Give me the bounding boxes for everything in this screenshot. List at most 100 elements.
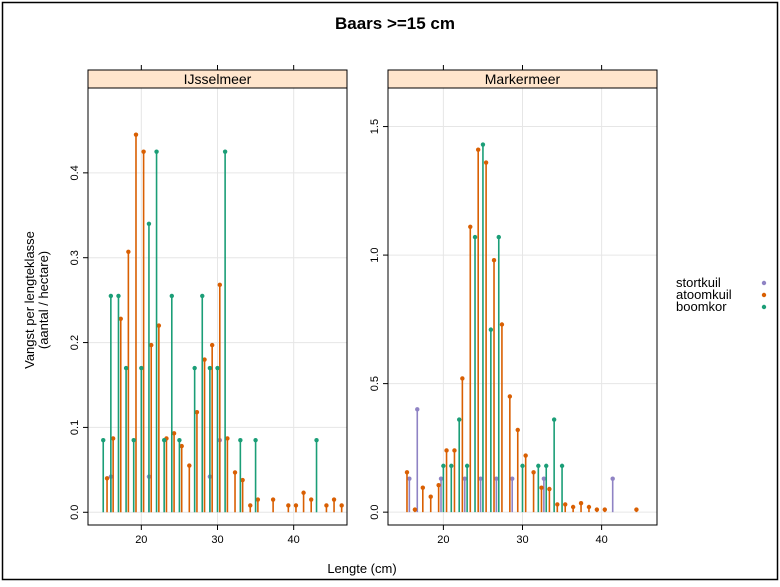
point-boomkor bbox=[480, 142, 486, 147]
point-stortkuil bbox=[462, 476, 467, 481]
series-stortkuil bbox=[407, 407, 615, 513]
point-atoomkuil bbox=[171, 431, 177, 436]
y-tick-label: 0.5 bbox=[369, 376, 381, 391]
point-atoomkuil bbox=[187, 463, 192, 468]
point-boomkor bbox=[139, 365, 144, 371]
point-boomkor bbox=[207, 365, 213, 371]
point-atoomkuil bbox=[293, 503, 299, 508]
point-atoomkuil bbox=[240, 477, 245, 483]
point-atoomkuil bbox=[126, 249, 131, 254]
legend-marker-boomkor bbox=[761, 304, 767, 310]
point-atoomkuil bbox=[570, 504, 576, 510]
series-boomkor bbox=[441, 142, 565, 513]
point-atoomkuil bbox=[324, 503, 329, 508]
point-atoomkuil bbox=[412, 507, 418, 512]
y-tick-label: 0.0 bbox=[369, 504, 381, 519]
point-atoomkuil bbox=[428, 494, 433, 499]
y-axis-title-line1: Vangst per lengteklasse bbox=[22, 231, 37, 369]
point-atoomkuil bbox=[286, 503, 291, 508]
y-tick-label: 0.4 bbox=[69, 165, 81, 180]
point-boomkor bbox=[520, 463, 525, 469]
point-atoomkuil bbox=[420, 485, 426, 490]
point-boomkor bbox=[441, 463, 446, 469]
series-atoomkuil bbox=[404, 147, 639, 513]
legend-marker-atoomkuil bbox=[761, 292, 767, 298]
y-tick-label: 0.1 bbox=[69, 420, 81, 435]
x-tick-label: 40 bbox=[288, 534, 300, 546]
point-atoomkuil bbox=[209, 342, 215, 348]
panel-strip-label: Markermeer bbox=[485, 71, 561, 87]
legend-label-stortkuil: stortkuil bbox=[676, 275, 721, 290]
panels: IJsselmeer 20 30 40 0.0 0.1 0.2 0.3 0.4 Markermee… bbox=[69, 65, 658, 546]
point-boomkor bbox=[101, 437, 106, 443]
point-boomkor bbox=[472, 234, 478, 240]
point-atoomkuil bbox=[602, 507, 607, 512]
point-atoomkuil bbox=[217, 282, 222, 288]
point-boomkor bbox=[496, 234, 501, 240]
point-stortkuil bbox=[610, 476, 615, 481]
point-boomkor bbox=[238, 437, 243, 443]
point-atoomkuil bbox=[507, 394, 513, 399]
point-atoomkuil bbox=[491, 258, 497, 263]
point-boomkor bbox=[177, 437, 182, 443]
x-tick-label: 20 bbox=[135, 534, 147, 546]
point-atoomkuil bbox=[452, 448, 457, 453]
point-boomkor bbox=[161, 437, 167, 443]
point-atoomkuil bbox=[404, 470, 410, 475]
point-atoomkuil bbox=[194, 409, 200, 415]
point-boomkor bbox=[116, 293, 121, 299]
point-atoomkuil bbox=[225, 436, 230, 441]
point-atoomkuil bbox=[555, 502, 560, 507]
panel-ijsselmeer: IJsselmeer 20 30 40 0.0 0.1 0.2 0.3 0.4 bbox=[69, 65, 348, 546]
point-boomkor bbox=[253, 437, 258, 443]
point-atoomkuil bbox=[483, 160, 489, 165]
legend-marker-stortkuil bbox=[761, 280, 767, 286]
point-atoomkuil bbox=[531, 470, 536, 475]
point-atoomkuil bbox=[133, 132, 139, 137]
point-atoomkuil bbox=[578, 500, 584, 506]
point-atoomkuil bbox=[149, 342, 154, 348]
point-atoomkuil bbox=[179, 443, 184, 449]
point-boomkor bbox=[544, 463, 549, 469]
point-atoomkuil bbox=[255, 497, 261, 502]
x-tick-label: 30 bbox=[516, 534, 528, 546]
point-atoomkuil bbox=[499, 322, 505, 327]
legend-label-boomkor: boomkor bbox=[676, 299, 727, 314]
point-atoomkuil bbox=[104, 476, 110, 481]
point-atoomkuil bbox=[339, 503, 344, 508]
point-stortkuil bbox=[494, 476, 499, 481]
point-atoomkuil bbox=[539, 485, 544, 490]
series-boomkor bbox=[101, 149, 319, 513]
point-atoomkuil bbox=[634, 507, 639, 512]
point-boomkor bbox=[146, 221, 152, 226]
panel-markermeer: Markermeer 20 30 40 0.0 0.5 1.0 1.5 bbox=[369, 65, 658, 546]
y-tick-label: 0.2 bbox=[69, 335, 81, 350]
point-boomkor bbox=[314, 437, 319, 443]
point-stortkuil bbox=[510, 476, 515, 481]
y-tick-label: 1.0 bbox=[369, 247, 381, 262]
point-atoomkuil bbox=[331, 497, 337, 502]
point-atoomkuil bbox=[563, 502, 568, 507]
point-boomkor bbox=[123, 365, 129, 371]
point-boomkor bbox=[488, 327, 494, 332]
point-atoomkuil bbox=[156, 323, 162, 328]
point-boomkor bbox=[536, 463, 541, 469]
point-stortkuil bbox=[541, 476, 547, 481]
point-atoomkuil bbox=[301, 490, 306, 495]
point-atoomkuil bbox=[436, 482, 441, 488]
panel-strip-label: IJsselmeer bbox=[184, 71, 252, 87]
x-tick-label: 40 bbox=[595, 534, 607, 546]
point-boomkor bbox=[131, 437, 136, 443]
y-tick-label: 1.5 bbox=[369, 119, 381, 134]
point-atoomkuil bbox=[270, 497, 276, 502]
point-stortkuil bbox=[415, 407, 420, 412]
chart-title: Baars >=15 cm bbox=[335, 14, 455, 33]
y-axis-title-line2: (aantal / hectare) bbox=[36, 251, 51, 349]
point-atoomkuil bbox=[515, 427, 520, 433]
point-atoomkuil bbox=[594, 507, 600, 512]
point-atoomkuil bbox=[202, 357, 207, 362]
y-tick-label: 0.0 bbox=[69, 505, 81, 520]
